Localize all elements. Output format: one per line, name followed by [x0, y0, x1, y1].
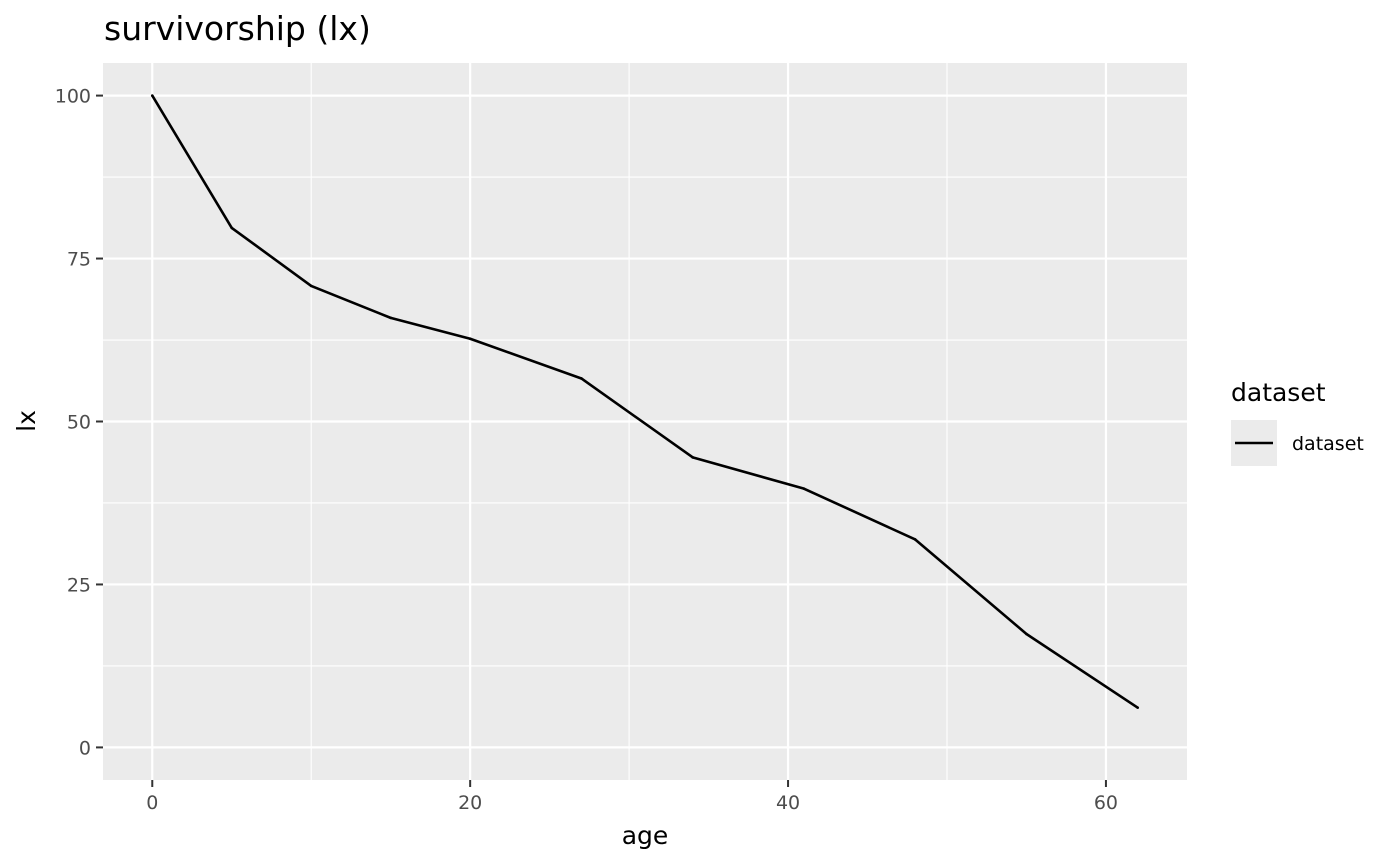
x-tick-label: 40: [776, 792, 800, 814]
legend: dataset dataset: [1231, 378, 1364, 466]
x-tick-label: 20: [458, 792, 482, 814]
x-tick-label: 60: [1094, 792, 1118, 814]
series-layer: [150, 94, 1140, 709]
y-tick-label: 100: [55, 86, 91, 108]
y-axis: 0 25 50 75 100: [55, 86, 103, 759]
legend-title: dataset: [1231, 378, 1326, 407]
data-point: [1025, 632, 1028, 636]
x-axis: 0 20 40 60: [146, 780, 1118, 814]
data-point: [580, 377, 583, 380]
data-point: [1136, 706, 1140, 709]
data-point: [389, 316, 392, 320]
y-tick-label: 25: [67, 574, 91, 596]
data-point: [150, 94, 154, 97]
data-point: [309, 284, 313, 288]
major-gridlines: [103, 63, 1187, 780]
legend-entry-label: dataset: [1292, 433, 1364, 455]
x-axis-title: age: [622, 821, 669, 850]
data-point: [230, 226, 234, 230]
y-tick-label: 50: [67, 412, 91, 434]
y-axis-title: lx: [12, 410, 41, 432]
data-point: [468, 337, 472, 341]
y-tick-label: 75: [67, 249, 91, 271]
data-point: [691, 456, 694, 459]
data-point: [802, 487, 806, 490]
y-tick-label: 0: [79, 737, 91, 759]
chart-title: survivorship (lx): [104, 9, 371, 48]
data-point: [913, 538, 917, 541]
x-tick-label: 0: [146, 792, 158, 814]
